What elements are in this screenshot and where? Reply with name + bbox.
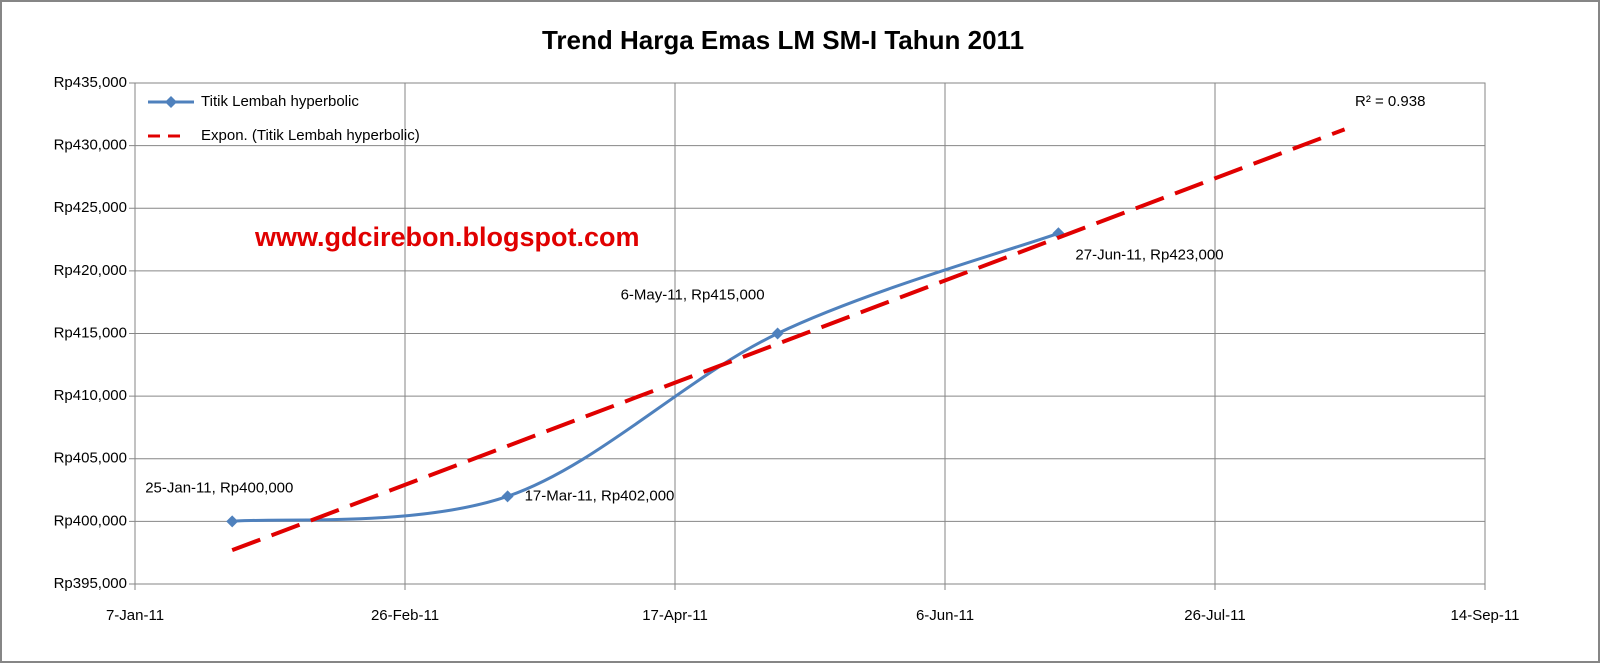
marker bbox=[226, 515, 239, 528]
chart-title: Trend Harga Emas LM SM-I Tahun 2011 bbox=[542, 25, 1024, 55]
data-label: 27-Jun-11, Rp423,000 bbox=[1075, 246, 1223, 263]
y-tick-label: Rp425,000 bbox=[54, 199, 127, 216]
x-tick-label: 14-Sep-11 bbox=[1451, 607, 1520, 624]
data-label: 17-Mar-11, Rp402,000 bbox=[525, 487, 675, 504]
y-tick-label: Rp420,000 bbox=[54, 262, 127, 279]
data-label: 25-Jan-11, Rp400,000 bbox=[145, 479, 293, 496]
y-tick-label: Rp410,000 bbox=[54, 387, 127, 404]
legend-label: Titik Lembah hyperbolic bbox=[201, 93, 359, 110]
x-tick-label: 26-Jul-11 bbox=[1184, 607, 1245, 624]
y-tick-label: Rp430,000 bbox=[54, 137, 127, 154]
y-tick-label: Rp415,000 bbox=[54, 324, 127, 341]
legend-marker bbox=[165, 96, 177, 108]
y-tick-label: Rp435,000 bbox=[54, 74, 127, 91]
line bbox=[232, 231, 1059, 523]
x-tick-label: 6-Jun-11 bbox=[916, 607, 974, 624]
x-tick-label: 7-Jan-11 bbox=[106, 607, 164, 624]
y-tick-label: Rp400,000 bbox=[54, 512, 127, 529]
y-tick-label: Rp395,000 bbox=[54, 575, 127, 592]
y-tick-label: Rp405,000 bbox=[54, 450, 127, 467]
x-tick-label: 26-Feb-11 bbox=[371, 607, 439, 624]
trendline bbox=[231, 127, 1346, 553]
x-tick-label: 17-Apr-11 bbox=[642, 607, 708, 624]
marker bbox=[501, 490, 514, 503]
legend-label: Expon. (Titik Lembah hyperbolic) bbox=[201, 127, 420, 144]
data-label: 6-May-11, Rp415,000 bbox=[621, 286, 765, 303]
marker bbox=[771, 327, 784, 340]
watermark: www.gdcirebon.blogspot.com bbox=[254, 222, 640, 252]
r-squared: R² = 0.938 bbox=[1355, 93, 1425, 110]
plot-area bbox=[134, 82, 1486, 585]
